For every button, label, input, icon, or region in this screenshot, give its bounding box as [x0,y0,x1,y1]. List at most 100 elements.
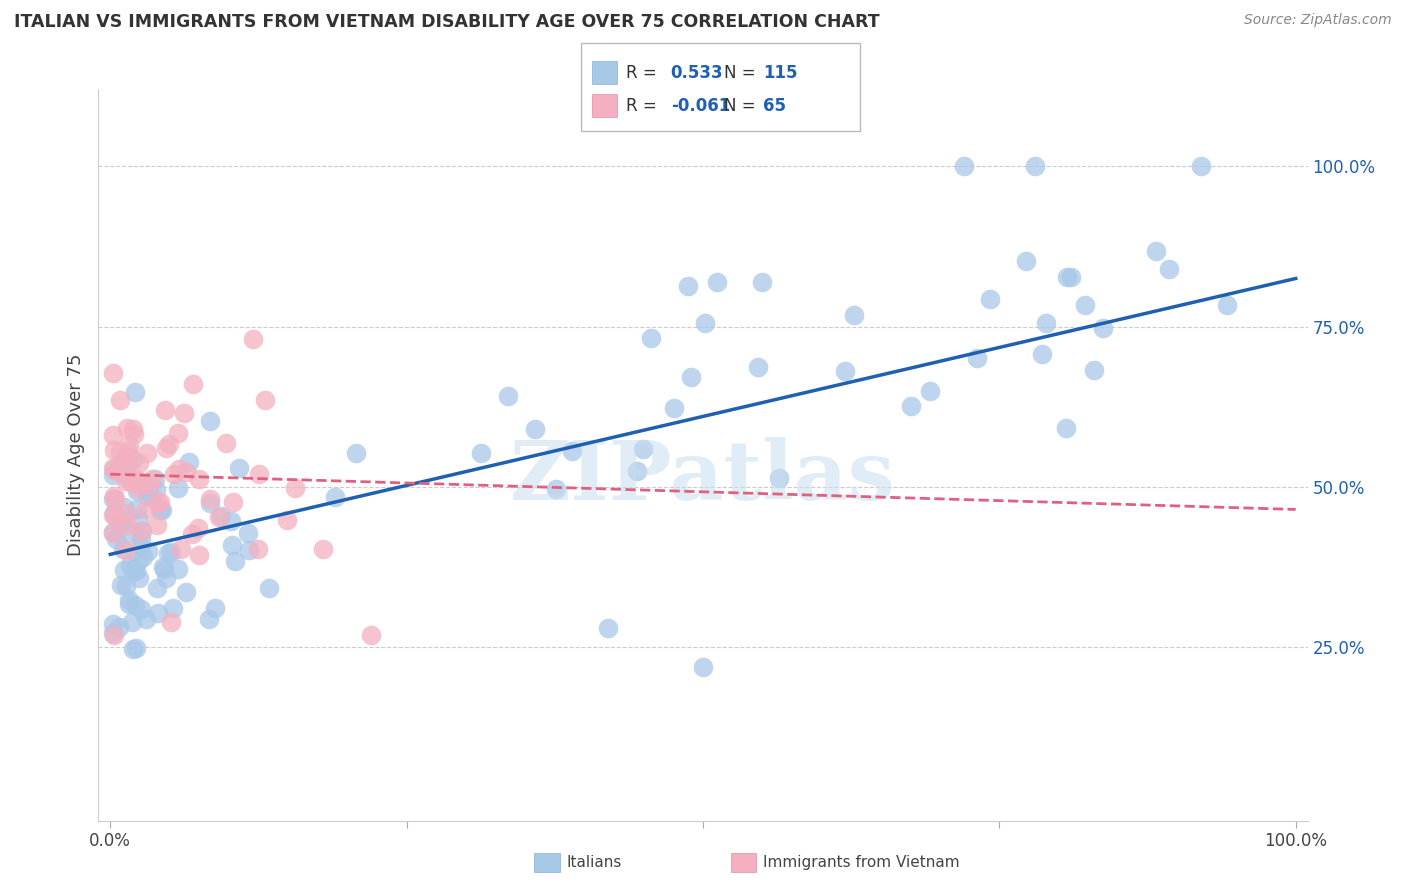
Point [115,518,138,533]
Point [141,491,163,505]
Point [103,627,125,641]
Point [146,606,169,620]
Point [122,641,145,656]
Point [108,460,131,475]
Point [695,316,717,330]
Point [127,483,149,498]
Point [242,333,264,347]
Point [187,521,209,535]
Point [110,577,132,591]
Point [149,502,172,516]
Point [664,401,686,416]
Point [120,558,142,572]
Point [124,384,146,399]
Point [125,641,148,656]
Text: 0.533: 0.533 [671,63,723,81]
Text: -0.061: -0.061 [671,96,730,114]
Point [160,615,183,629]
Point [128,456,150,470]
Point [253,392,276,407]
Point [979,292,1001,306]
Point [198,491,221,506]
Point [103,443,125,458]
Point [224,554,246,568]
Point [127,554,149,568]
Point [122,562,145,576]
Point [1189,159,1212,173]
Point [312,542,335,557]
Point [115,506,138,520]
Point [360,627,382,641]
Point [135,445,157,459]
Point [149,495,172,509]
Point [121,615,143,629]
Text: 115: 115 [763,63,799,81]
Point [138,478,160,492]
Point [129,524,152,538]
Point [104,508,127,523]
Point [598,621,620,635]
Point [546,482,568,496]
Point [103,489,125,503]
Point [198,414,221,428]
Point [104,492,127,507]
Point [148,496,170,510]
Point [156,546,179,560]
Point [115,579,138,593]
Point [238,543,260,558]
Point [174,465,197,479]
Point [323,490,346,504]
Point [470,445,492,459]
Point [1157,262,1180,277]
Point [112,542,135,557]
Point [128,570,150,584]
Point [101,468,124,483]
Point [1074,298,1097,312]
Point [101,491,124,506]
Point [952,159,974,173]
Text: ITALIAN VS IMMIGRANTS FROM VIETNAM DISABILITY AGE OVER 75 CORRELATION CHART: ITALIAN VS IMMIGRANTS FROM VIETNAM DISAB… [14,13,880,31]
Point [112,500,135,515]
Point [128,513,150,527]
Point [1060,270,1083,285]
Point [222,495,245,509]
Point [236,525,259,540]
Point [173,406,195,420]
Point [127,481,149,495]
Point [107,620,129,634]
Point [167,462,190,476]
Point [143,472,166,486]
Point [834,363,856,377]
Text: Immigrants from Vietnam: Immigrants from Vietnam [763,855,960,870]
Point [1144,244,1167,258]
Point [228,460,250,475]
Point [112,563,135,577]
Point [1015,254,1038,268]
Point [131,524,153,538]
Point [117,449,139,463]
Point [747,359,769,374]
Point [166,562,188,576]
Point [626,465,648,479]
Point [162,600,184,615]
Point [155,441,177,455]
Point [136,544,159,558]
Point [141,472,163,486]
Point [214,436,236,450]
Point [160,545,183,559]
Point [187,548,209,562]
Point [108,445,131,459]
Point [101,460,124,475]
Point [121,453,143,467]
Point [129,601,152,615]
Point [208,510,231,524]
Point [103,461,125,475]
Point [115,543,138,558]
Point [219,514,242,528]
Y-axis label: Disability Age Over 75: Disability Age Over 75 [66,353,84,557]
Text: Source: ZipAtlas.com: Source: ZipAtlas.com [1244,13,1392,28]
Point [276,512,298,526]
Point [124,598,146,612]
Point [284,481,307,495]
Point [118,597,141,611]
